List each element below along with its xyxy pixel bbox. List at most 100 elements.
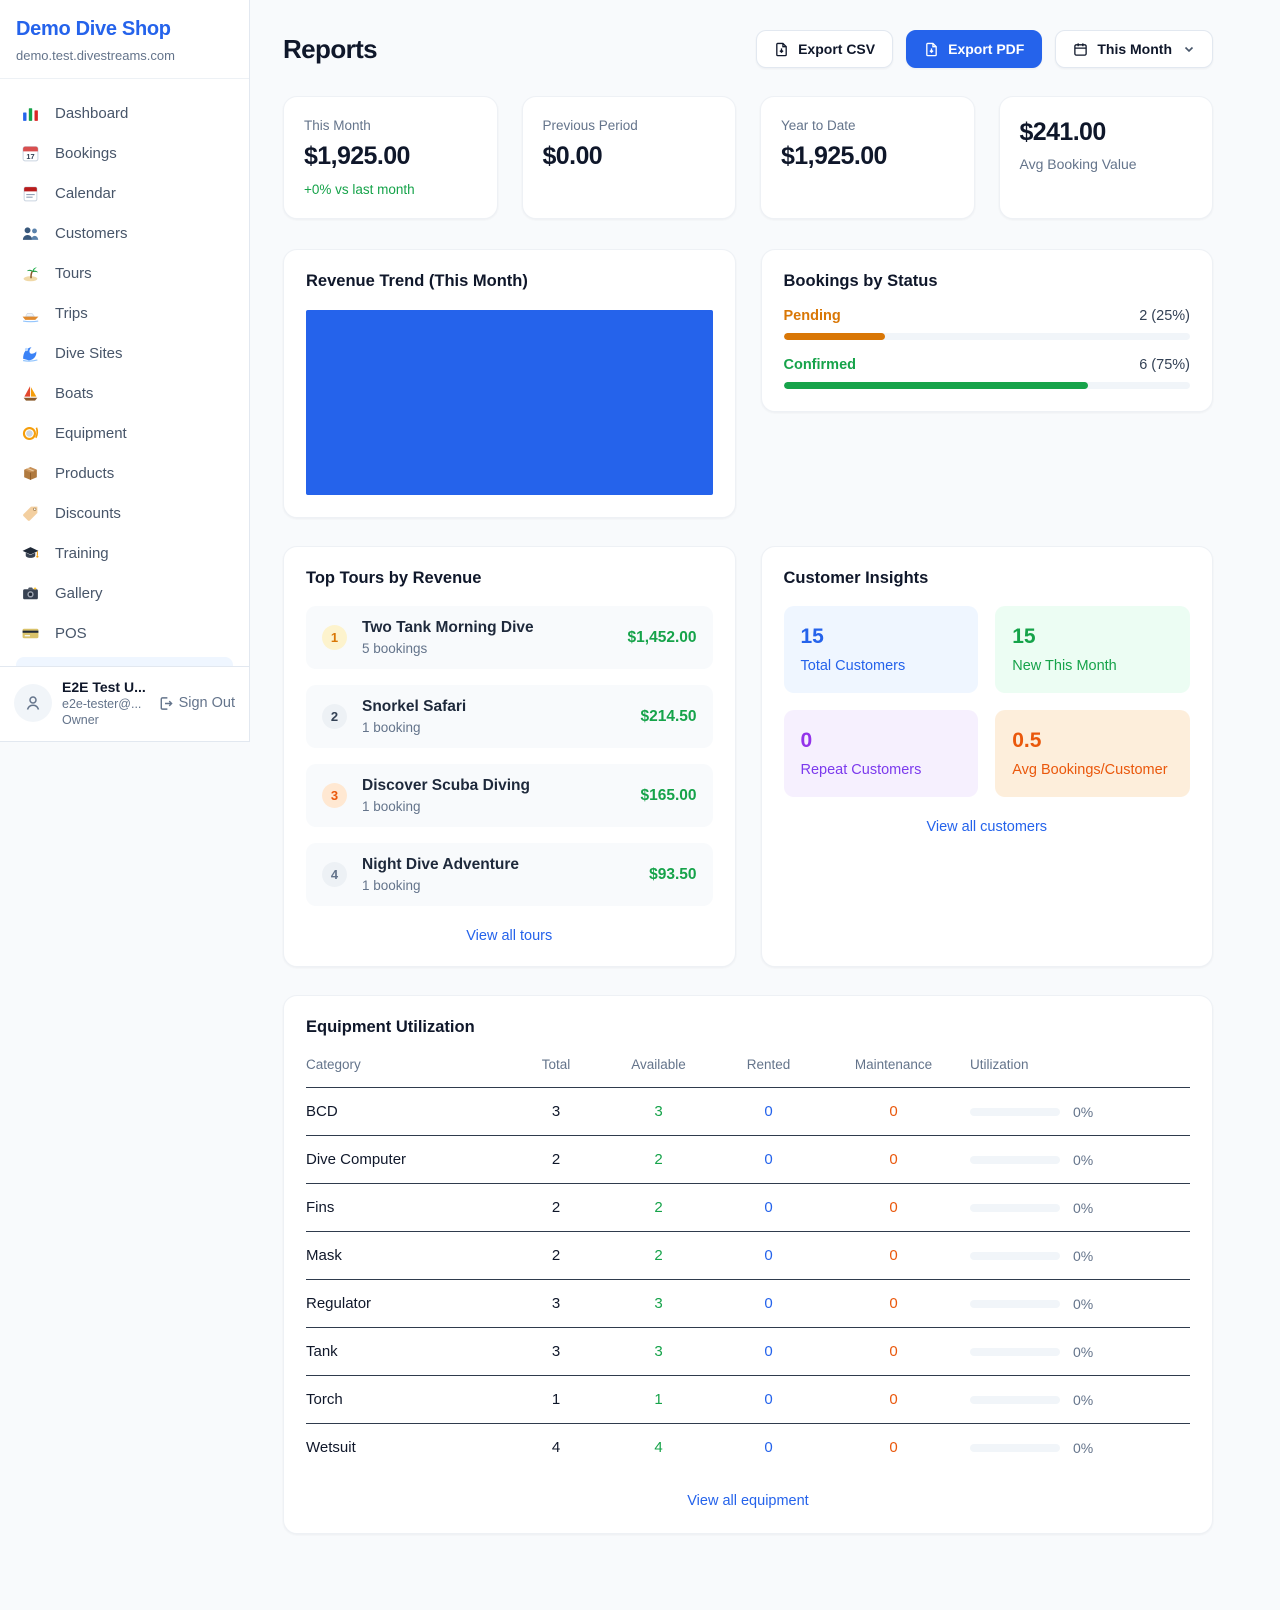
tour-row: 1 Two Tank Morning Dive 5 bookings $1,45… <box>306 606 713 669</box>
calendar-date-icon: 17 <box>20 143 40 163</box>
stat-label: Avg Booking Value <box>1019 156 1137 172</box>
cell-maintenance: 0 <box>889 1343 898 1360</box>
top-tours-title: Top Tours by Revenue <box>306 569 482 587</box>
sidebar-item-customers[interactable]: Customers <box>8 213 241 253</box>
sidebar-item-label: Dive Sites <box>55 344 123 362</box>
cell-utilization: 0% <box>956 1248 1190 1264</box>
tour-revenue: $93.50 <box>649 865 697 883</box>
cell-available: 3 <box>654 1343 663 1360</box>
user-email: e2e-tester@... <box>62 697 142 711</box>
sidebar-item-calendar[interactable]: Calendar <box>8 173 241 213</box>
insights-row: Top Tours by Revenue 1 Two Tank Morning … <box>283 546 1213 967</box>
cell-total: 3 <box>551 1103 561 1120</box>
sidebar-item-bookings[interactable]: 17 Bookings <box>8 133 241 173</box>
sidebar-item-training[interactable]: Training <box>8 533 241 573</box>
sidebar-item-label: Customers <box>55 224 128 242</box>
cell-category: Mask <box>306 1247 342 1264</box>
sign-out-button[interactable]: Sign Out <box>158 695 235 711</box>
cell-category: Tank <box>306 1343 338 1360</box>
utilization-track <box>970 1395 1060 1404</box>
cell-maintenance: 0 <box>889 1151 898 1168</box>
stat-label: Previous Period <box>542 118 638 133</box>
rank-badge: 2 <box>322 704 347 729</box>
sidebar-item-dashboard[interactable]: Dashboard <box>8 93 241 133</box>
cell-maintenance: 0 <box>889 1439 898 1456</box>
tile-label: New This Month <box>1012 658 1117 674</box>
sidebar-item-pos[interactable]: POS <box>8 613 241 653</box>
utilization-percent: 0% <box>1073 1199 1094 1216</box>
sidebar-item-trips[interactable]: Trips <box>8 293 241 333</box>
avatar <box>14 684 52 722</box>
utilization-track <box>970 1107 1060 1116</box>
utilization-percent: 0% <box>1073 1151 1094 1168</box>
cell-utilization: 0% <box>956 1152 1190 1168</box>
stat-card-year-to-date: Year to Date $1,925.00 <box>760 96 975 219</box>
tour-list: 1 Two Tank Morning Dive 5 bookings $1,45… <box>306 606 713 906</box>
sidebar-item-label: Dashboard <box>55 104 129 122</box>
page-title: Reports <box>283 33 378 64</box>
table-row: Torch 1 1 0 0 0% <box>306 1375 1190 1423</box>
col-category: Category <box>306 1057 361 1072</box>
cell-available: 3 <box>654 1103 663 1120</box>
sidebar-item-equipment[interactable]: Equipment <box>8 413 241 453</box>
tile-label: Repeat Customers <box>800 762 922 778</box>
chevron-down-icon <box>1184 46 1194 53</box>
page-header: Reports Export CSV Export PDF This Month <box>283 30 1213 68</box>
tile-value: 15 <box>800 625 824 648</box>
sidebar-item-products[interactable]: Products <box>8 453 241 493</box>
sidebar-item-tours[interactable]: Tours <box>8 253 241 293</box>
progress-track <box>783 333 1190 340</box>
stat-label: This Month <box>304 118 371 133</box>
tile-value: 15 <box>1012 625 1036 648</box>
status-label: Confirmed <box>783 357 857 373</box>
package-icon <box>20 463 40 483</box>
status-value: 6 (75%) <box>1139 357 1190 373</box>
sidebar-item-label: Discounts <box>55 504 121 522</box>
credit-card-icon <box>20 623 40 643</box>
cell-rented: 0 <box>764 1199 773 1216</box>
export-csv-button[interactable]: Export CSV <box>756 30 894 68</box>
stats-row: This Month $1,925.00 +0% vs last month P… <box>283 96 1213 219</box>
cell-rented: 0 <box>764 1295 773 1312</box>
utilization-track <box>970 1347 1060 1356</box>
cell-total: 3 <box>551 1343 561 1360</box>
stat-card-previous-period: Previous Period $0.00 <box>521 96 736 219</box>
tour-row: 3 Discover Scuba Diving 1 booking $165.0… <box>306 764 713 827</box>
rank-badge: 1 <box>322 625 347 650</box>
status-row-confirmed: Confirmed 6 (75%) <box>783 357 1190 389</box>
calendar-pad-icon <box>20 183 40 203</box>
table-row: Mask 2 2 0 0 0% <box>306 1231 1190 1279</box>
tour-row: 2 Snorkel Safari 1 booking $214.50 <box>306 685 713 748</box>
cell-rented: 0 <box>764 1151 773 1168</box>
sidebar-item-gallery[interactable]: Gallery <box>8 573 241 613</box>
view-all-equipment-link[interactable]: View all equipment <box>306 1493 1190 1509</box>
sidebar-item-dive-sites[interactable]: Dive Sites <box>8 333 241 373</box>
speedboat-icon <box>20 303 40 323</box>
sidebar-item-label: Gallery <box>55 584 103 602</box>
sidebar-item-boats[interactable]: Boats <box>8 373 241 413</box>
cell-total: 1 <box>551 1391 561 1408</box>
tile-label: Total Customers <box>800 658 906 674</box>
utilization-track <box>970 1299 1060 1308</box>
charts-row: Revenue Trend (This Month) Bookings by S… <box>283 249 1213 518</box>
cell-available: 2 <box>654 1247 663 1264</box>
camera-icon <box>20 583 40 603</box>
tour-bookings: 1 booking <box>362 799 421 814</box>
tour-name: Discover Scuba Diving <box>362 777 530 794</box>
view-all-tours-link[interactable]: View all tours <box>306 928 713 944</box>
export-pdf-button[interactable]: Export PDF <box>906 30 1043 68</box>
utilization-percent: 0% <box>1073 1391 1094 1408</box>
period-dropdown[interactable]: This Month <box>1055 30 1213 68</box>
bookings-by-status-card: Bookings by Status Pending 2 (25%) Confi… <box>760 249 1213 412</box>
sidebar-item-discounts[interactable]: Discounts <box>8 493 241 533</box>
stat-value: $0.00 <box>542 142 603 170</box>
cell-utilization: 0% <box>956 1440 1190 1456</box>
cell-available: 3 <box>654 1295 663 1312</box>
top-tours-card: Top Tours by Revenue 1 Two Tank Morning … <box>283 546 736 967</box>
sidebar-item-label: Calendar <box>55 184 116 202</box>
view-all-customers-link[interactable]: View all customers <box>784 819 1191 835</box>
insight-tiles: 15 Total Customers 15 New This Month 0 R… <box>783 606 1190 797</box>
equipment-utilization-title: Equipment Utilization <box>306 1018 475 1036</box>
stat-value: $1,925.00 <box>304 142 410 170</box>
tour-revenue: $214.50 <box>640 707 697 725</box>
